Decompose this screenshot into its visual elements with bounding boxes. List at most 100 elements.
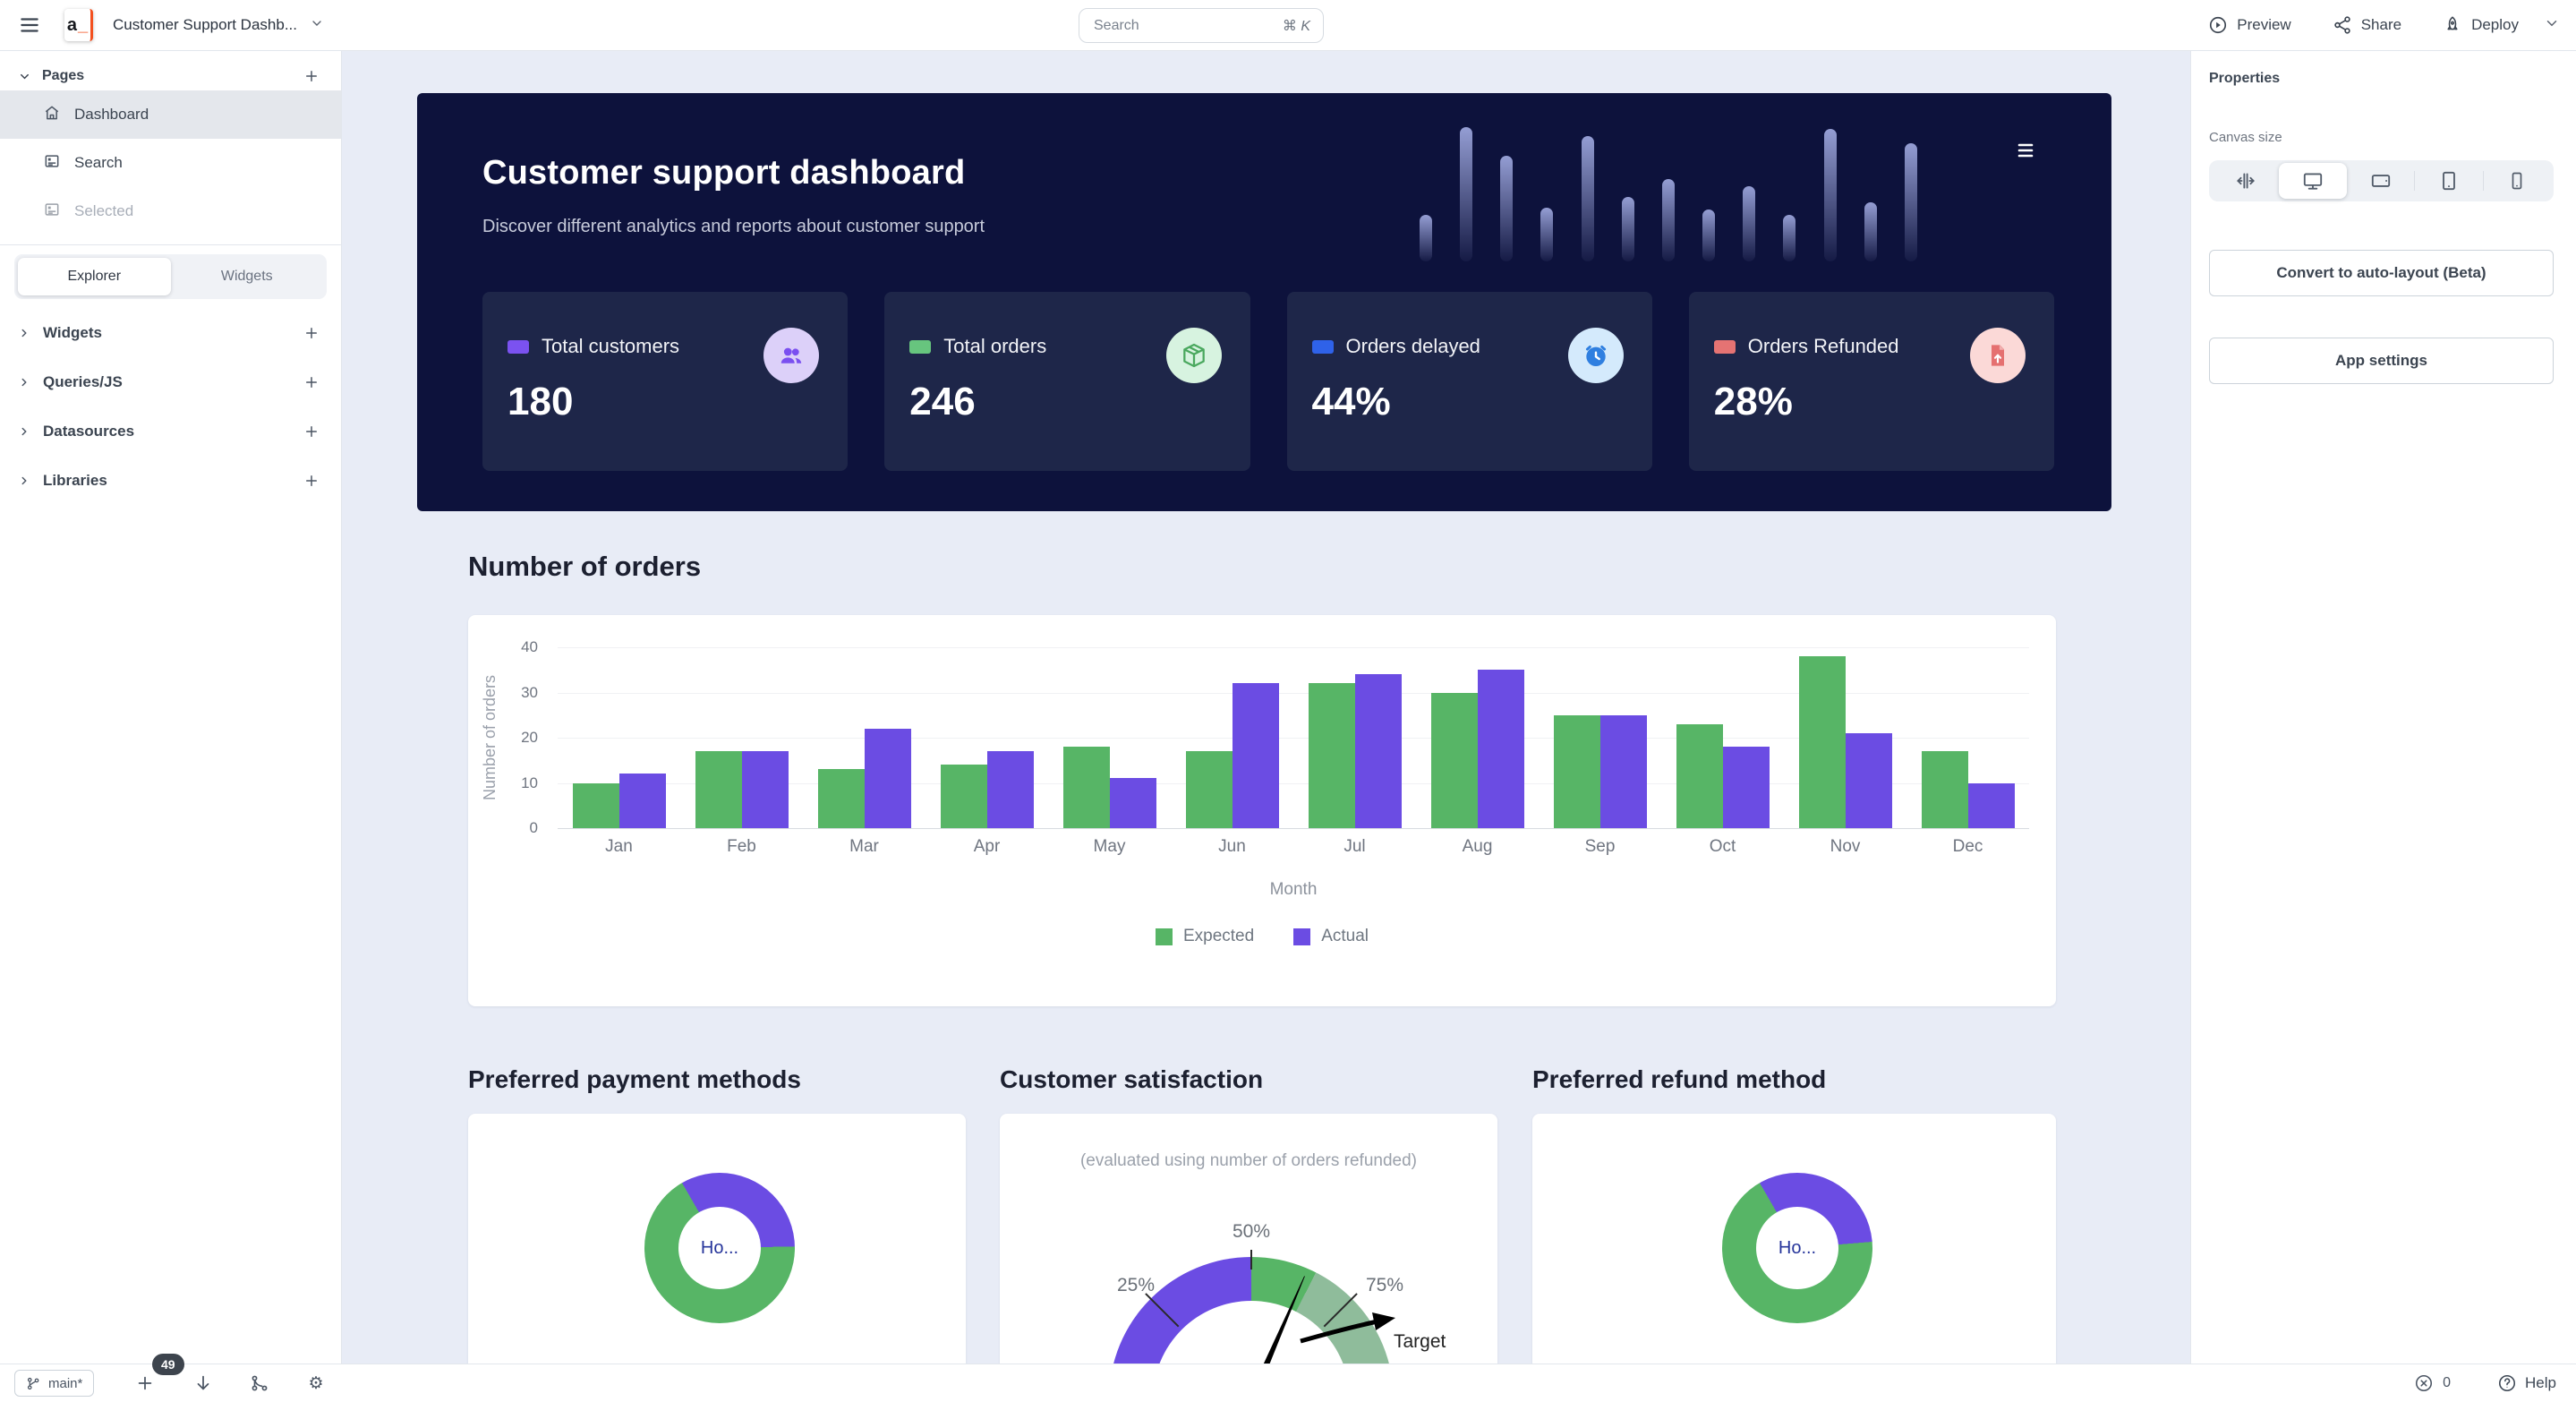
hamburger-menu-icon[interactable]: [18, 13, 41, 37]
sidebar-page-dashboard[interactable]: Dashboard: [0, 90, 341, 139]
bar-expected: [1308, 683, 1355, 828]
sidebar-section-datasources[interactable]: Datasources: [0, 406, 341, 456]
x-tick: Apr: [973, 837, 1001, 856]
legend-item-actual[interactable]: Actual: [1293, 927, 1369, 946]
gridline: [558, 828, 2029, 829]
hero-container-widget[interactable]: Customer support dashboard Discover diff…: [417, 93, 2111, 511]
widget-icon: [43, 201, 61, 223]
bar-group-jan[interactable]: [558, 774, 680, 828]
stat-value: 44%: [1311, 380, 1391, 423]
sidebar-section-queries-js[interactable]: Queries/JS: [0, 357, 341, 406]
y-tick: 40: [521, 638, 538, 655]
section-label: Widgets: [43, 323, 102, 341]
bar-group-oct[interactable]: [1661, 723, 1784, 828]
bar-group-dec[interactable]: [1906, 751, 2029, 828]
sidebar-section-libraries[interactable]: Libraries: [0, 456, 341, 505]
error-indicator[interactable]: 0: [2414, 1373, 2451, 1393]
bar-expected: [1430, 692, 1478, 828]
clock-icon: [1567, 328, 1624, 383]
legend-swatch: [1155, 928, 1173, 945]
x-tick: Dec: [1952, 837, 1983, 856]
canvas-size-tablet-portrait[interactable]: [2415, 163, 2482, 199]
merge-button[interactable]: [249, 1372, 270, 1394]
search-shortcut: ⌘ K: [1282, 18, 1310, 34]
app-title-chevron-down-icon[interactable]: [310, 16, 324, 35]
stat-card-total-orders[interactable]: Total orders 246: [884, 292, 1250, 471]
bar-group-jun[interactable]: [1171, 683, 1293, 828]
sidebar-section-widgets[interactable]: Widgets: [0, 308, 341, 357]
canvas-size-mobile[interactable]: [2484, 163, 2551, 199]
canvas-size-fluid-width[interactable]: [2212, 163, 2279, 199]
share-button[interactable]: Share: [2333, 15, 2401, 35]
bar-group-sep[interactable]: [1539, 714, 1661, 828]
deploy-button[interactable]: Deploy: [2443, 15, 2519, 35]
satisfaction-gauge-widget[interactable]: (evaluated using number of orders refund…: [1000, 1114, 1497, 1364]
bar-actual: [1232, 683, 1279, 828]
payment-donut-chart-widget[interactable]: Ho...: [468, 1114, 966, 1364]
settings-gear-icon[interactable]: ⚙: [308, 1373, 324, 1393]
app-settings-button[interactable]: App settings: [2209, 338, 2554, 384]
bar-group-jul[interactable]: [1293, 674, 1416, 828]
sidebar-page-selected[interactable]: Selected: [0, 187, 341, 235]
hero-menu-icon[interactable]: [2013, 140, 2038, 161]
add-button[interactable]: [134, 1372, 156, 1394]
bar-expected: [1062, 747, 1110, 828]
gridline: [558, 692, 2029, 694]
add-page-button[interactable]: [303, 68, 320, 84]
package-icon: [1165, 328, 1222, 383]
bar-group-aug[interactable]: [1416, 670, 1539, 828]
x-tick: Jul: [1343, 837, 1366, 856]
app-title[interactable]: Customer Support Dashb...: [113, 16, 297, 33]
bar-group-mar[interactable]: [803, 728, 925, 828]
stat-card-orders-delayed[interactable]: Orders delayed 44%: [1286, 292, 1652, 471]
section-label: Libraries: [43, 471, 107, 489]
legend-item-expected[interactable]: Expected: [1155, 927, 1254, 946]
app-canvas[interactable]: Customer support dashboard Discover diff…: [342, 51, 2190, 1364]
bar-actual: [1599, 714, 1647, 828]
stat-card-orders-refunded[interactable]: Orders Refunded 28%: [1688, 292, 2054, 471]
orders-chart-title: Number of orders: [468, 551, 702, 582]
canvas-size-tablet-landscape[interactable]: [2347, 163, 2414, 199]
deploy-options-chevron-down-icon[interactable]: [2544, 15, 2560, 36]
search-placeholder: Search: [1094, 17, 1139, 33]
add-libraries-button[interactable]: [303, 473, 320, 489]
tab-explorer[interactable]: Explorer: [18, 258, 171, 295]
add-widgets-button[interactable]: [303, 325, 320, 341]
bar-group-nov[interactable]: [1784, 656, 1906, 828]
pages-header[interactable]: Pages: [0, 62, 341, 90]
bar-expected: [1553, 714, 1600, 828]
x-tick: May: [1093, 837, 1126, 856]
stat-swatch: [1311, 339, 1334, 354]
sidebar-page-search[interactable]: Search: [0, 139, 341, 187]
canvas-size-desktop[interactable]: [2279, 163, 2347, 199]
chevron-right-icon: [18, 474, 30, 487]
help-button[interactable]: Help: [2497, 1373, 2556, 1393]
preview-button[interactable]: Preview: [2208, 15, 2291, 35]
add-datasources-button[interactable]: [303, 423, 320, 440]
bar-group-feb[interactable]: [680, 751, 803, 828]
bar-group-apr[interactable]: [925, 751, 1048, 828]
gauge-tick: [1250, 1250, 1252, 1364]
orders-bar-chart-widget[interactable]: Number of orders 0 10 20 30 40 Jan Feb Mar Apr M…: [468, 615, 2056, 1006]
tab-widgets[interactable]: Widgets: [220, 269, 273, 284]
search-input[interactable]: Search ⌘ K: [1079, 8, 1324, 43]
bar-expected: [1798, 656, 1846, 828]
git-branch-button[interactable]: main*: [14, 1370, 95, 1397]
divider: [2482, 171, 2484, 191]
topbar-actions: Preview Share Deploy: [2208, 0, 2560, 50]
y-tick: 10: [521, 774, 538, 791]
x-tick: Mar: [849, 837, 879, 856]
payment-donut: Ho...: [644, 1173, 795, 1323]
top-bar: a _ Customer Support Dashb... Search ⌘ K …: [0, 0, 2576, 51]
hero-title: Customer support dashboard: [482, 154, 966, 192]
bar-actual: [618, 774, 666, 828]
tablet-landscape-icon: [2371, 175, 2390, 187]
app-logo[interactable]: a _: [64, 9, 93, 41]
refund-donut-chart-widget[interactable]: Ho...: [1532, 1114, 2056, 1364]
add-queries-js-button[interactable]: [303, 374, 320, 390]
section-label: Datasources: [43, 422, 135, 440]
pull-button[interactable]: [192, 1372, 214, 1394]
stat-card-total-customers[interactable]: Total customers 180: [482, 292, 849, 471]
bar-group-may[interactable]: [1048, 747, 1171, 828]
convert-auto-layout-button[interactable]: Convert to auto-layout (Beta): [2209, 250, 2554, 296]
